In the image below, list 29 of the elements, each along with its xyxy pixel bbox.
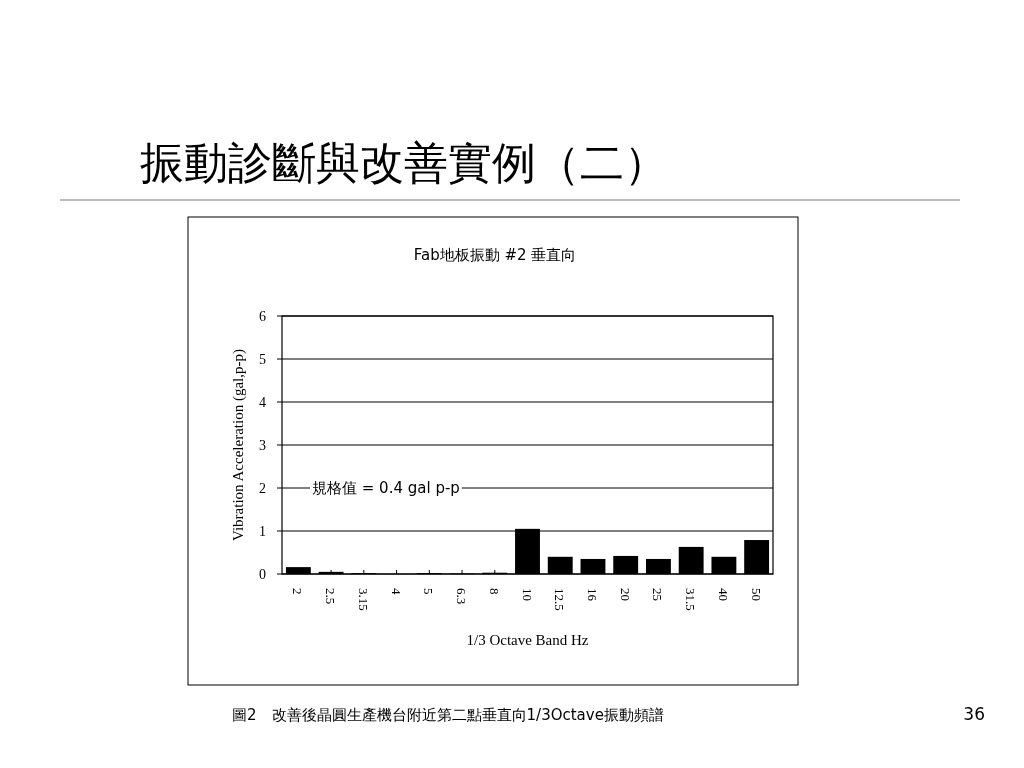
x-axis-title: 1/3 Octave Band Hz: [466, 632, 589, 648]
x-tick-label: 3.15: [355, 588, 371, 611]
x-tick-label: 8: [486, 588, 502, 595]
x-tick-label: 12.5: [552, 588, 568, 611]
x-tick-label: 16: [584, 588, 600, 602]
x-tick-label: 20: [617, 588, 633, 601]
x-tick-label: 50: [748, 588, 764, 601]
x-tick-label: 2.5: [323, 588, 339, 605]
y-tick-label: 2: [259, 481, 266, 496]
chart-title: Fab地板振動 #2 垂直向: [413, 246, 577, 264]
x-tick-label: 25: [650, 588, 666, 601]
text: 36: [963, 704, 985, 724]
x-tick-label: 10: [519, 588, 535, 601]
y-tick-label: 5: [259, 352, 266, 367]
chart-subtitle: 振動診斷與改善實例（二）: [140, 139, 668, 188]
y-tick-label: 0: [259, 567, 266, 582]
y-tick-label: 4: [259, 395, 266, 410]
y-axis-title: Vibration Acceleration (gal,p-p): [230, 349, 247, 541]
caption: 圖2 改善後晶圓生產機台附近第二點垂直向1/3Octave振動頻譜: [232, 706, 664, 724]
x-tick-label: 2: [290, 588, 306, 595]
x-tick-label: 4: [388, 588, 404, 595]
y-tick-label: 1: [259, 524, 266, 539]
x-tick-label: 5: [421, 588, 437, 595]
y-tick-label: 3: [259, 438, 266, 453]
x-tick-label: 31.5: [683, 588, 699, 611]
x-tick-label: 6.3: [454, 588, 470, 605]
x-tick-label: 40: [715, 588, 731, 601]
annotation: 規格值 = 0.4 gal p-p: [312, 479, 460, 497]
y-tick-label: 6: [259, 309, 266, 324]
